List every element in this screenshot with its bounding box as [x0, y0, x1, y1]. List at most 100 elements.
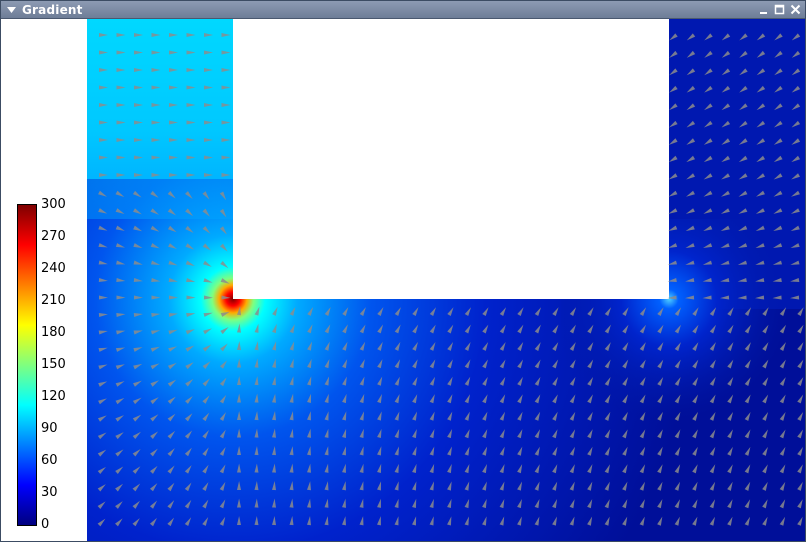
field-arrow	[622, 499, 628, 509]
field-arrow	[552, 342, 559, 351]
field-arrow	[703, 155, 713, 163]
field-arrow	[762, 464, 768, 474]
field-arrow	[464, 341, 471, 351]
field-arrow	[237, 516, 241, 526]
field-arrow	[692, 446, 698, 456]
field-arrow	[534, 429, 541, 439]
gradient-plot-area[interactable]: 300 270 240 210 180 150 120 90 60 30 0	[1, 19, 805, 541]
field-arrow	[429, 324, 436, 334]
close-icon[interactable]	[790, 4, 801, 15]
field-arrow	[133, 225, 143, 232]
field-arrow	[657, 481, 663, 491]
field-arrow	[797, 307, 804, 317]
minimize-icon[interactable]	[758, 4, 769, 15]
field-arrow	[254, 358, 259, 368]
field-arrow	[709, 411, 716, 421]
field-arrow	[482, 376, 488, 386]
field-arrow	[237, 428, 241, 438]
field-arrow	[704, 33, 713, 41]
field-arrow	[685, 278, 695, 282]
field-arrow	[674, 429, 681, 439]
field-arrow	[133, 208, 142, 215]
maximize-icon[interactable]	[774, 4, 785, 15]
field-arrow	[737, 295, 747, 300]
field-arrow	[115, 364, 125, 370]
field-arrow	[377, 446, 382, 456]
field-arrow	[762, 359, 769, 369]
field-arrow	[797, 342, 804, 351]
field-arrow	[791, 50, 801, 58]
field-arrow	[221, 50, 231, 55]
field-arrow	[674, 377, 681, 386]
field-arrow	[709, 481, 716, 491]
field-arrow	[692, 481, 698, 491]
field-arrow	[168, 346, 178, 352]
field-arrow	[342, 376, 347, 386]
field-arrow	[115, 449, 124, 457]
field-arrow	[569, 499, 575, 509]
field-arrow	[692, 516, 698, 526]
field-arrow	[447, 341, 454, 351]
field-arrow	[791, 33, 801, 41]
field-arrow	[737, 278, 747, 282]
field-arrow	[203, 295, 213, 300]
field-arrow	[202, 447, 209, 457]
field-arrow	[186, 313, 196, 317]
field-arrow	[97, 415, 107, 422]
colorbar-tick-label: 270	[41, 229, 66, 244]
field-arrow	[447, 516, 452, 526]
field-arrow	[167, 225, 177, 233]
colorbar-tick-label: 300	[41, 197, 66, 212]
field-arrow	[517, 342, 524, 351]
field-arrow	[739, 68, 748, 76]
field-arrow	[709, 377, 716, 386]
field-arrow	[604, 499, 610, 509]
field-arrow	[517, 324, 524, 334]
field-arrow	[219, 446, 226, 456]
field-arrow	[132, 448, 141, 457]
field-arrow	[622, 446, 628, 456]
field-arrow	[169, 85, 178, 90]
field-arrow	[307, 463, 311, 473]
field-arrow	[185, 329, 195, 335]
field-arrow	[674, 516, 680, 526]
field-arrow	[169, 138, 178, 142]
field-arrow	[167, 465, 175, 474]
field-arrow	[669, 68, 678, 76]
field-arrow	[773, 120, 783, 128]
field-arrow	[739, 33, 748, 41]
field-arrow	[151, 68, 161, 72]
window-menu-arrow-icon[interactable]	[4, 1, 18, 18]
field-arrow	[738, 190, 748, 197]
field-arrow	[797, 324, 804, 334]
field-arrow	[669, 50, 678, 58]
field-arrow	[686, 190, 695, 197]
field-arrow	[791, 155, 801, 163]
field-arrow	[639, 324, 646, 334]
field-arrow	[657, 359, 664, 369]
field-arrow	[185, 378, 194, 387]
field-arrow	[773, 208, 783, 214]
field-arrow	[704, 68, 713, 76]
field-arrow	[184, 465, 192, 474]
field-arrow	[342, 393, 347, 404]
title-bar[interactable]: Gradient	[1, 1, 805, 19]
field-arrow	[668, 138, 678, 145]
field-arrow	[668, 155, 678, 163]
field-arrow	[185, 191, 193, 200]
field-arrow	[237, 323, 241, 333]
field-arrow	[254, 481, 259, 491]
field-arrow	[797, 481, 803, 491]
field-arrow	[797, 377, 804, 386]
field-arrow	[703, 208, 713, 214]
field-arrow	[727, 324, 734, 334]
field-arrow	[779, 342, 786, 351]
field-arrow	[394, 481, 399, 491]
field-arrow	[738, 225, 748, 231]
field-arrow	[739, 85, 748, 93]
field-arrow	[587, 394, 593, 404]
field-arrow	[569, 411, 576, 421]
field-arrow	[686, 50, 696, 58]
field-arrow	[464, 481, 470, 491]
field-arrow	[727, 377, 734, 386]
